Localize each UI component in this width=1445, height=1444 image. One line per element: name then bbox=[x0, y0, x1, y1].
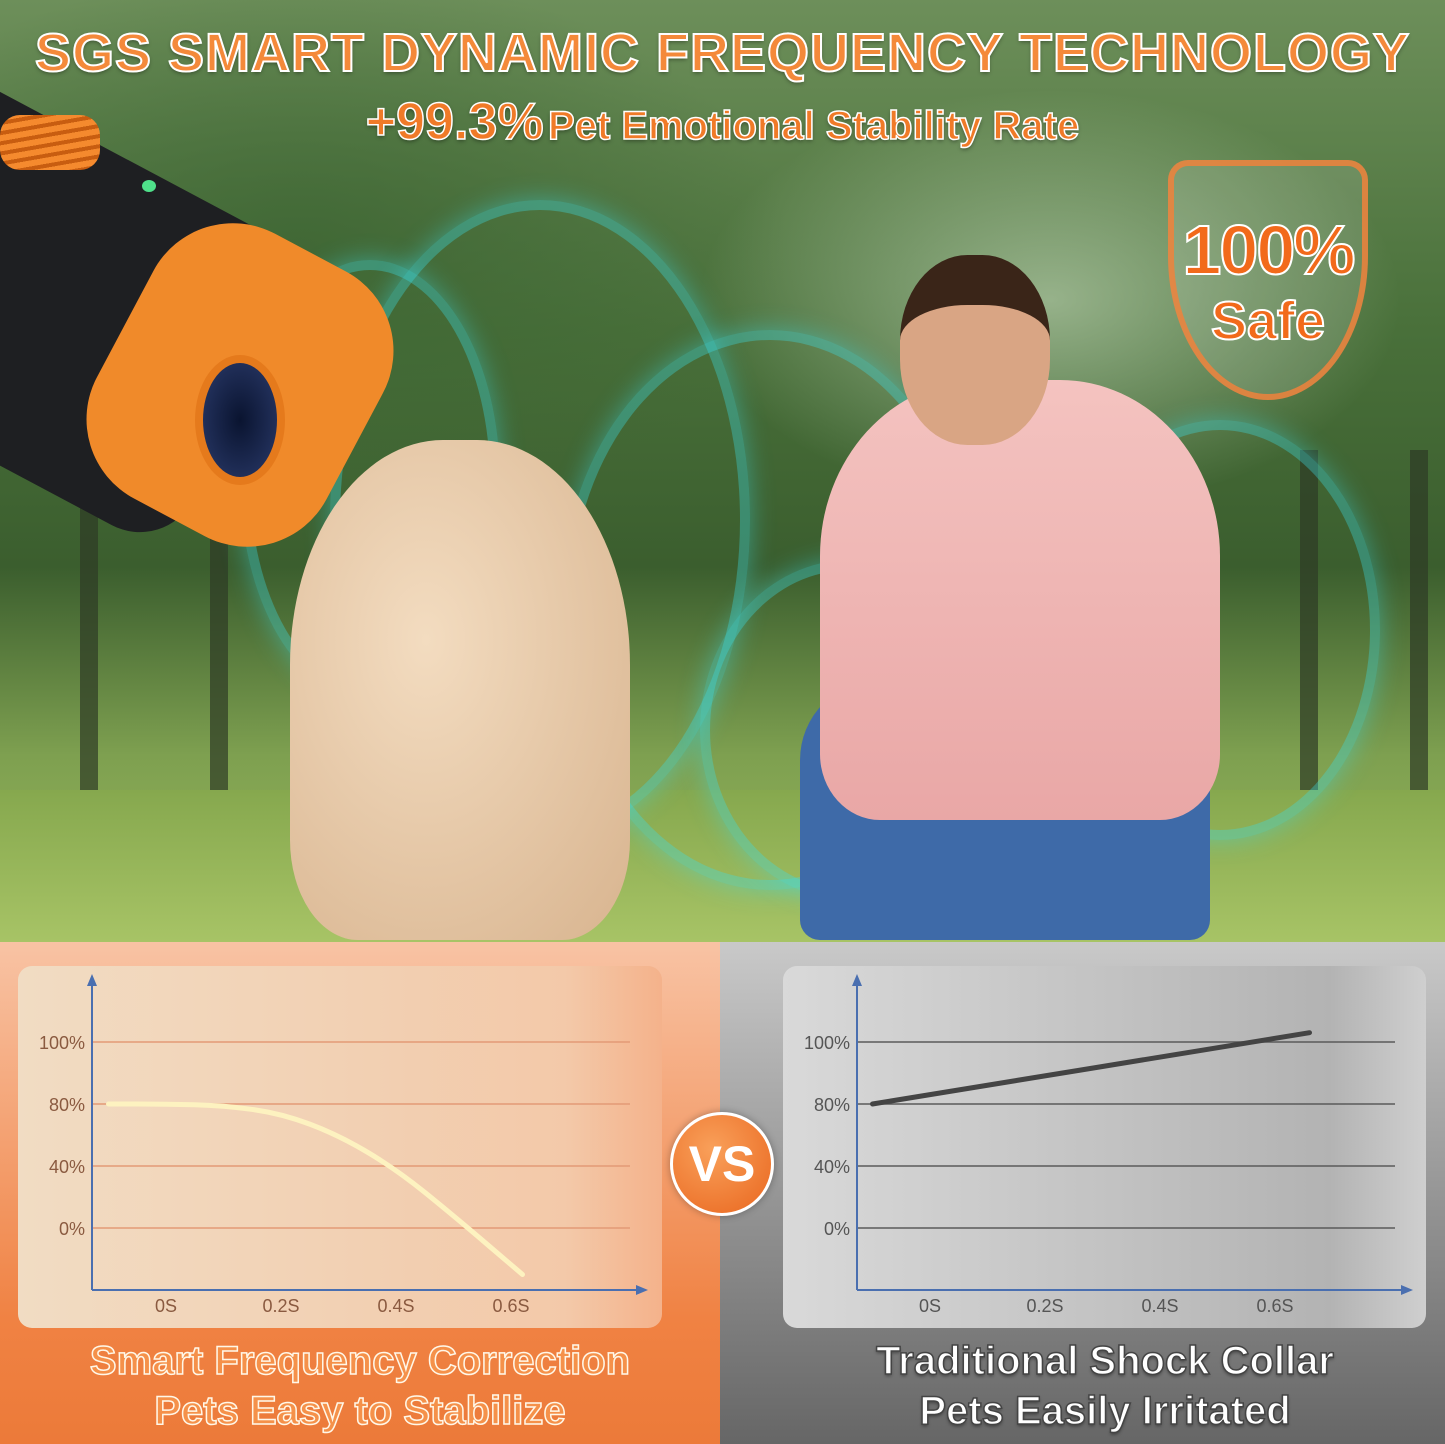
y-tick-label: 80% bbox=[49, 1095, 85, 1115]
headline: SGS SMART DYNAMIC FREQUENCY TECHNOLOGY bbox=[34, 22, 1411, 84]
y-tick-label: 40% bbox=[814, 1157, 850, 1177]
series-line bbox=[106, 1101, 525, 1277]
left-caption-line2: Pets Easy to Stabilize bbox=[154, 1388, 567, 1434]
left-chart-card bbox=[18, 966, 662, 1328]
y-axis-arrow-icon bbox=[87, 974, 97, 986]
x-tick-label: 0.2S bbox=[1026, 1296, 1063, 1316]
safe-shield-badge: 100% Safe bbox=[1168, 160, 1368, 400]
tree-trunk bbox=[80, 450, 98, 810]
y-tick-label: 80% bbox=[814, 1095, 850, 1115]
x-tick-label: 0.4S bbox=[1141, 1296, 1178, 1316]
vs-badge: VS bbox=[670, 1112, 774, 1216]
led-indicator-icon bbox=[142, 180, 156, 192]
right-caption: Traditional Shock Collar Pets Easily Irr… bbox=[745, 1336, 1445, 1436]
y-tick-label: 100% bbox=[804, 1033, 850, 1053]
right-chart-card bbox=[783, 966, 1426, 1328]
right-caption-line1: Traditional Shock Collar bbox=[875, 1338, 1334, 1384]
speaker-lens bbox=[195, 355, 285, 485]
hero-photo bbox=[0, 0, 1445, 945]
man-head bbox=[900, 255, 1050, 445]
badge-label: Safe bbox=[1210, 290, 1326, 352]
right-caption-line2: Pets Easily Irritated bbox=[919, 1388, 1292, 1434]
subheadline: +99.3% Pet Emotional Stability Rate bbox=[0, 92, 1445, 152]
x-axis-arrow-icon bbox=[1401, 1285, 1413, 1295]
y-tick-label: 0% bbox=[824, 1219, 850, 1239]
left-caption: Smart Frequency Correction Pets Easy to … bbox=[0, 1336, 720, 1436]
x-axis-arrow-icon bbox=[636, 1285, 648, 1295]
x-tick-label: 0.6S bbox=[1256, 1296, 1293, 1316]
x-tick-label: 0S bbox=[919, 1296, 941, 1316]
golden-retriever bbox=[290, 440, 630, 940]
x-tick-label: 0.4S bbox=[377, 1296, 414, 1316]
y-tick-label: 100% bbox=[39, 1033, 85, 1053]
x-tick-label: 0S bbox=[155, 1296, 177, 1316]
left-caption-line1: Smart Frequency Correction bbox=[89, 1338, 631, 1384]
y-tick-label: 40% bbox=[49, 1157, 85, 1177]
badge-percent: 100% bbox=[1181, 210, 1356, 290]
y-axis-arrow-icon bbox=[852, 974, 862, 986]
y-tick-label: 0% bbox=[59, 1219, 85, 1239]
stat-label: Pet Emotional Stability Rate bbox=[547, 103, 1080, 149]
device-grill bbox=[0, 115, 100, 170]
man-shirt bbox=[820, 380, 1220, 820]
x-tick-label: 0.6S bbox=[492, 1296, 529, 1316]
stat-value: +99.3% bbox=[365, 92, 544, 152]
comparison-charts: 100% 80% 40% 0% 0S 0.2S 0.4S 0.6S 100% 80% 40% 0% 0S… bbox=[39, 974, 1413, 1316]
x-tick-label: 0.2S bbox=[262, 1296, 299, 1316]
series-line bbox=[870, 1030, 1312, 1107]
tree-trunk bbox=[1410, 450, 1428, 810]
